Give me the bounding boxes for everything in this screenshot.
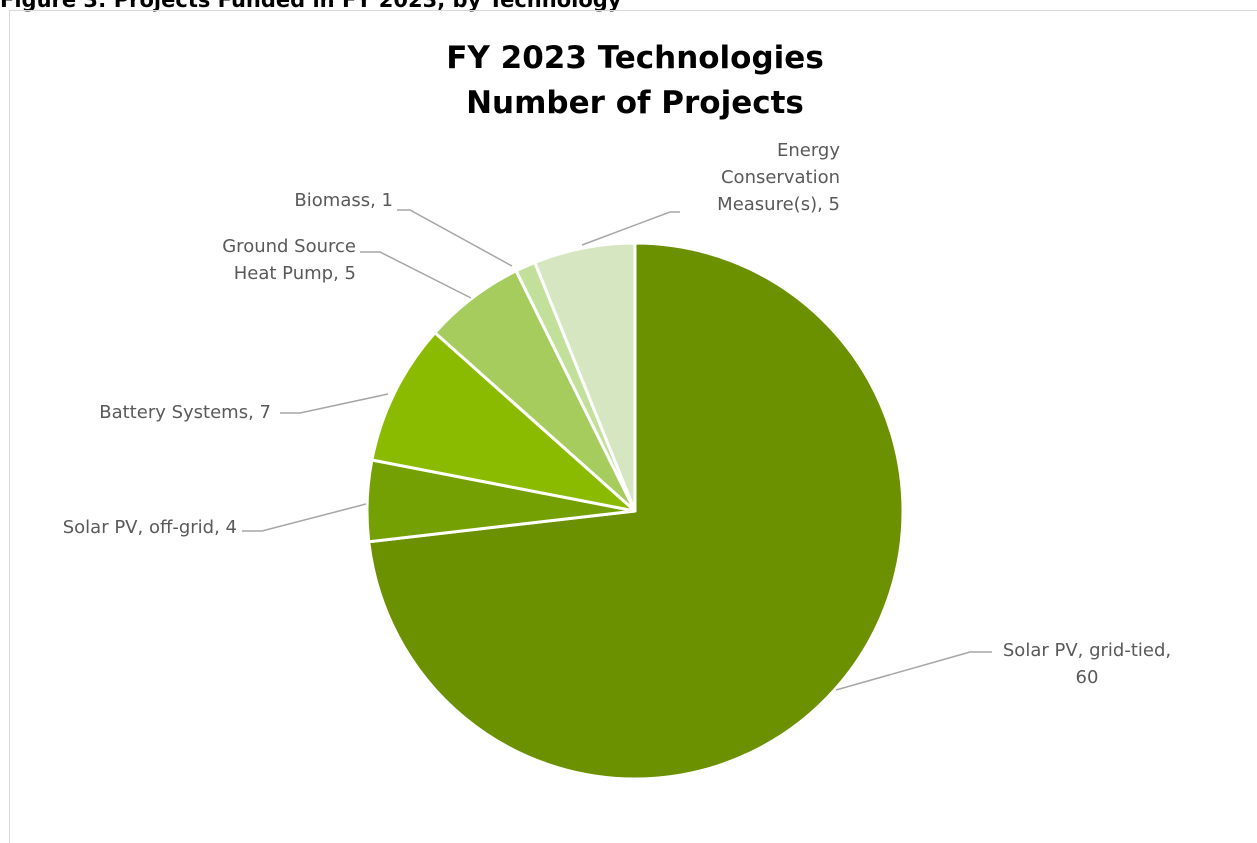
- chart-title-line-1: FY 2023 Technologies: [446, 40, 824, 76]
- leader-line: [397, 209, 513, 267]
- leader-line: [242, 503, 367, 532]
- chart-title-line-2: Number of Projects: [466, 85, 804, 121]
- data-label-line: Conservation: [721, 167, 840, 188]
- data-label: Solar PV, grid-tied, 60: [1003, 640, 1171, 688]
- data-label: Biomass, 1: [294, 190, 393, 211]
- leader-line: [360, 251, 472, 299]
- data-label: Battery Systems, 7: [99, 402, 271, 423]
- pie-slice-energy-conservation-measure-s: [533, 241, 637, 513]
- data-label-line: Battery Systems, 7: [99, 402, 271, 423]
- data-label-line: Energy: [777, 140, 840, 161]
- pie-slice-battery-systems: [370, 331, 637, 513]
- chart-title: FY 2023 Technologies Number of Projects: [446, 40, 824, 121]
- leader-line: [280, 393, 389, 414]
- data-label-line: Heat Pump, 5: [234, 263, 356, 284]
- leader-line: [581, 211, 680, 246]
- chart-frame: [9, 10, 1257, 843]
- leader-line: [835, 651, 992, 691]
- data-label-line: Ground Source: [222, 236, 356, 257]
- data-label: Ground Source Heat Pump, 5: [222, 236, 356, 284]
- data-label: Energy Conservation Measure(s), 5: [717, 140, 840, 215]
- data-label-line: Biomass, 1: [294, 190, 393, 211]
- data-label: Solar PV, off-grid, 4: [63, 517, 237, 538]
- data-label-line: Measure(s), 5: [717, 194, 840, 215]
- data-label-line: Solar PV, grid-tied,: [1003, 640, 1171, 661]
- data-label-line: Solar PV, off-grid, 4: [63, 517, 237, 538]
- data-label-line: 60: [1076, 667, 1099, 688]
- figure-caption: Figure 3: Projects Funded in FY 2023, by…: [0, 0, 622, 12]
